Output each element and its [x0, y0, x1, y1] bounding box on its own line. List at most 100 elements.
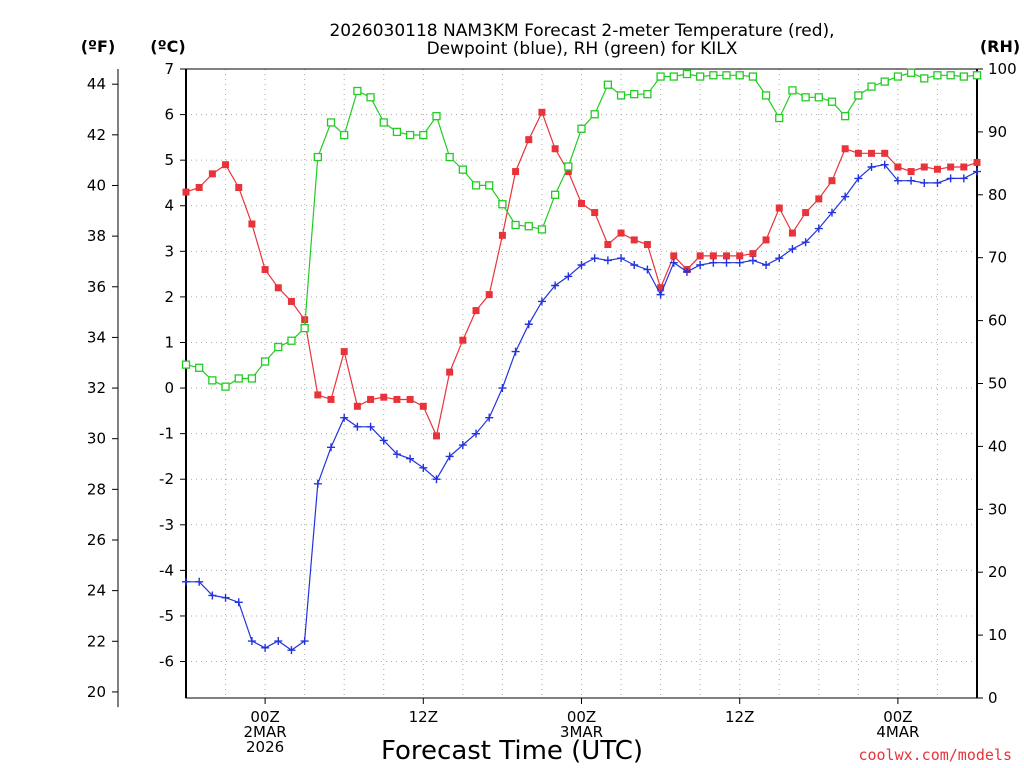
dewpoint-point — [340, 413, 349, 422]
temperature-point — [340, 348, 348, 356]
rh-point — [221, 382, 230, 391]
temperature-point — [498, 231, 506, 239]
temperature-point — [630, 236, 638, 244]
rh-point — [696, 72, 705, 81]
rh-point — [616, 91, 626, 100]
rh-point — [550, 190, 560, 199]
rh-point — [682, 69, 692, 79]
x-tick-label: 00Z — [567, 708, 596, 726]
dewpoint-point — [867, 162, 876, 171]
rh-tick-label: 0 — [988, 689, 998, 707]
temperature-point — [432, 432, 440, 440]
celsius-tick-label: -2 — [159, 470, 174, 488]
dewpoint-point — [221, 593, 230, 602]
fahrenheit-tick-label: 24 — [87, 582, 106, 600]
temperature-point — [973, 158, 981, 166]
rh-point — [181, 360, 191, 369]
rh-point — [722, 71, 731, 80]
dewpoint-point — [907, 176, 916, 185]
dewpoint-point — [762, 260, 771, 269]
rh-point — [630, 90, 639, 99]
temperature-point — [762, 236, 770, 244]
temperature-point — [854, 149, 862, 157]
temperature-point — [894, 163, 902, 171]
celsius-tick-label: -6 — [159, 653, 174, 671]
axes: 20222426283032343638404244-6-5-4-3-2-101… — [87, 60, 1017, 708]
rh-point — [669, 72, 678, 81]
dewpoint-point — [854, 174, 863, 183]
celsius-tick-label: 2 — [164, 288, 174, 306]
rh-point — [300, 323, 309, 333]
dewpoint-point — [973, 167, 981, 176]
rh-point — [801, 93, 810, 102]
dewpoint-point — [406, 454, 415, 463]
temperature-point — [367, 395, 375, 403]
rh-tick-label: 30 — [988, 500, 1007, 518]
rh-point — [920, 74, 929, 83]
rh-point — [564, 162, 573, 171]
rh-point — [247, 374, 257, 383]
rh-point — [867, 82, 876, 91]
temperature-point — [788, 229, 796, 237]
chart-title-line1: 2026030118 NAM3KM Forecast 2-meter Tempe… — [329, 21, 834, 41]
rh-point — [709, 71, 718, 80]
dewpoint-point — [182, 577, 190, 586]
fahrenheit-tick-label: 26 — [87, 531, 106, 549]
rh-point — [498, 200, 507, 209]
dewpoint-point — [946, 174, 955, 183]
temperature-point — [208, 170, 216, 178]
temperature-point — [960, 163, 968, 171]
temperature-point — [274, 284, 282, 292]
celsius-tick-label: 6 — [164, 106, 174, 124]
plot-border — [185, 68, 978, 699]
dewpoint-point — [709, 258, 718, 267]
fahrenheit-tick-label: 38 — [87, 227, 106, 245]
temperature-point — [182, 188, 190, 196]
rh-tick-label: 100 — [988, 60, 1017, 78]
temperature-point — [591, 209, 599, 217]
rh-point — [445, 152, 454, 162]
dewpoint-point — [590, 254, 599, 263]
rh-point — [827, 97, 837, 106]
rh-unit-label: (RH) — [980, 37, 1020, 56]
x-tick-label: 3MAR — [560, 723, 603, 741]
dewpoint-point — [392, 450, 401, 459]
dewpoint-point — [353, 422, 362, 431]
rh-point — [524, 222, 533, 231]
series-layer — [181, 68, 982, 655]
rh-point — [748, 72, 758, 81]
x-tick-label: 12Z — [409, 708, 438, 726]
temperature-point — [907, 168, 915, 176]
dewpoint-point — [722, 258, 731, 267]
dewpoint-point — [498, 384, 507, 393]
temperature-point — [723, 252, 731, 260]
dewpoint-point — [537, 297, 546, 306]
celsius-tick-label: -5 — [159, 607, 174, 625]
dewpoint-point — [234, 598, 243, 607]
rh-point — [643, 90, 652, 99]
dewpoint-point — [577, 260, 586, 269]
temperature-point — [841, 145, 849, 153]
celsius-unit-label: (ºC) — [150, 37, 185, 56]
fahrenheit-tick-label: 20 — [87, 683, 106, 701]
dewpoint-line — [186, 164, 978, 651]
rh-point — [946, 71, 955, 80]
dewpoint-point — [313, 479, 322, 488]
dewpoint-point — [748, 256, 757, 265]
temperature-point — [828, 177, 836, 185]
celsius-tick-label: 1 — [164, 333, 174, 351]
dewpoint-point — [300, 637, 309, 646]
dewpoint-point — [208, 591, 217, 600]
dewpoint-point — [669, 258, 678, 267]
celsius-tick-label: 4 — [164, 197, 174, 215]
x-tick-label: 2026 — [246, 738, 284, 756]
dewpoint-point — [656, 290, 665, 299]
celsius-tick-label: 0 — [164, 379, 174, 397]
temperature-point — [868, 149, 876, 157]
dewpoint-point — [603, 256, 612, 265]
rh-point — [906, 68, 916, 77]
rh-point — [419, 130, 428, 140]
grid-lines — [186, 69, 977, 698]
rh-point — [458, 165, 468, 174]
